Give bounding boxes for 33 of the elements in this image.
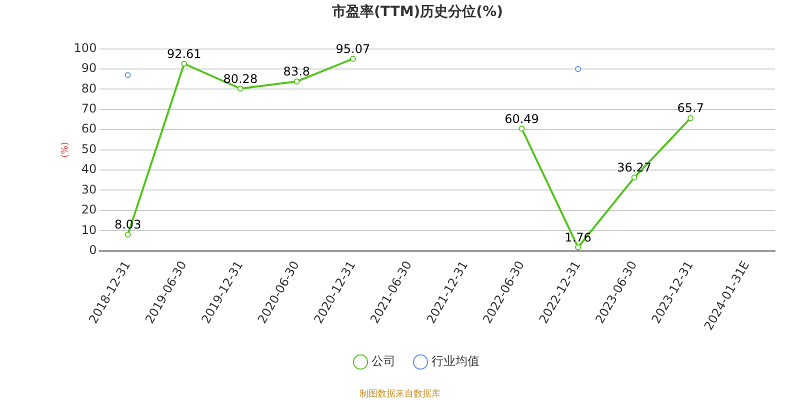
point [294, 78, 300, 85]
data-label: 95.07 [336, 42, 370, 56]
y-tick-label: 20 [81, 202, 97, 217]
data-label: 80.28 [223, 72, 258, 86]
point [237, 86, 244, 92]
point [350, 56, 356, 62]
data-label: 83.8 [283, 64, 310, 79]
point [688, 115, 694, 122]
point [181, 60, 188, 67]
point [124, 72, 131, 78]
y-tick-label: 40 [81, 162, 97, 176]
y-tick-label: 90 [81, 61, 97, 76]
y-tick-label: 50 [81, 142, 97, 156]
y-tick-label: 0 [89, 242, 97, 257]
data-label: 92.61 [166, 46, 202, 61]
point [575, 244, 582, 250]
y-axis-title: (%) [60, 142, 71, 158]
y-tick-label: 60 [81, 122, 97, 136]
y-tick-label: 100 [74, 40, 97, 55]
point [631, 174, 638, 181]
chart-title: 市盈率(TTM)历史分位(%) [331, 3, 503, 20]
legend-label: 行业均值 [432, 354, 480, 368]
y-tick-label: 70 [81, 102, 97, 116]
point [575, 66, 582, 72]
y-tick-label: 30 [81, 182, 97, 196]
y-tick-label: 10 [81, 222, 97, 237]
legend-label: 公司 [372, 354, 396, 368]
data-label: 65.7 [677, 101, 704, 116]
y-tick-label: 80 [81, 81, 97, 96]
data-label: 60.49 [504, 112, 539, 126]
text: 制图数据来自数据库 [360, 388, 440, 400]
point [124, 232, 131, 238]
point [518, 126, 525, 132]
